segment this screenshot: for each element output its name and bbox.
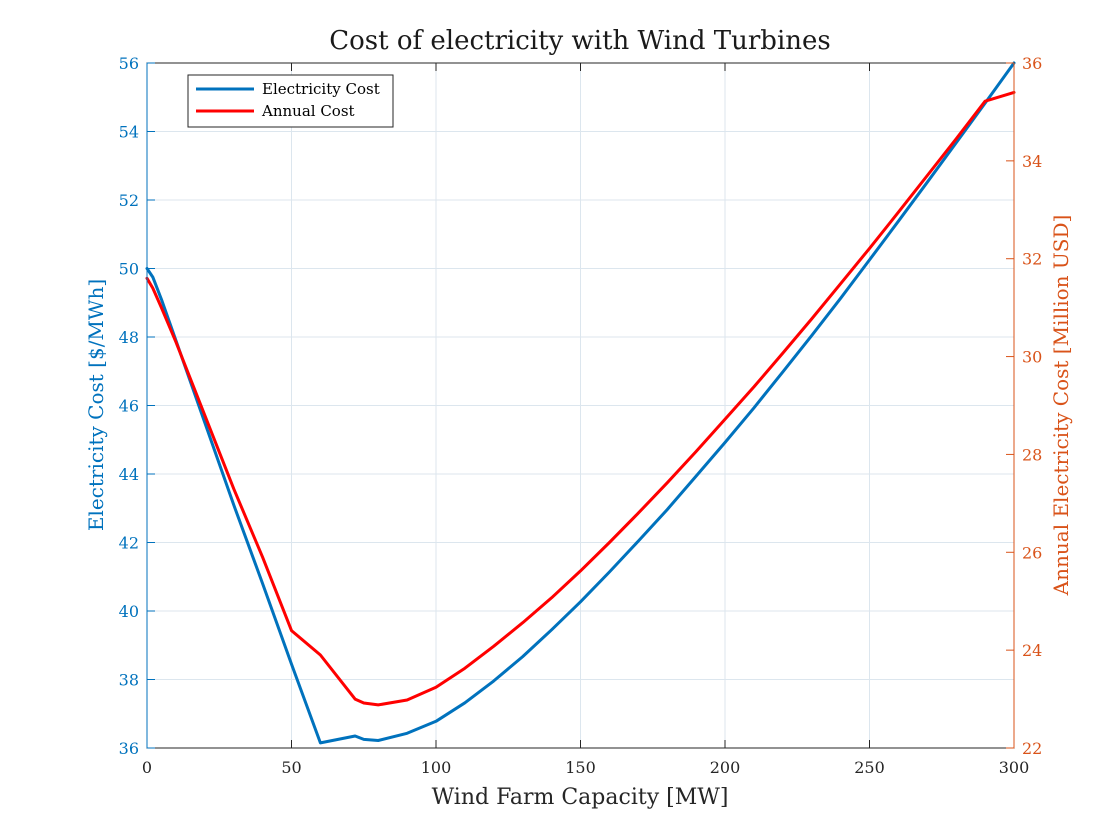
y-left-tick-label: 42 (119, 534, 139, 553)
y-left-tick-label: 50 (119, 260, 139, 279)
series-line-annual-cost (145, 90, 1016, 707)
y-right-tick-label: 34 (1022, 152, 1042, 171)
y-axis-label-left: Electricity Cost [$/MWh] (84, 279, 108, 531)
y-left-tick-label: 48 (119, 328, 139, 347)
y-right-tick-label: 26 (1022, 543, 1042, 562)
chart-title: Cost of electricity with Wind Turbines (329, 26, 830, 56)
y-right-tick-label: 28 (1022, 445, 1042, 464)
y-left-tick-label: 56 (119, 54, 139, 73)
y-left-tick-label: 54 (119, 123, 139, 142)
axis-ticks: 0 50 100 150 200 250 300 36 38 40 42 44 46 48 50 52 54 56… (119, 54, 1043, 777)
y-left-tick-label: 40 (119, 602, 139, 621)
legend-label-electricity-cost: Electricity Cost (262, 80, 380, 98)
y-left-tick-label: 36 (119, 739, 139, 758)
y-right-tick-label: 36 (1022, 54, 1042, 73)
legend: Electricity Cost Annual Cost (187, 74, 394, 128)
x-axis-label: Wind Farm Capacity [MW] (432, 785, 729, 810)
y-left-tick-label: 38 (119, 671, 139, 690)
y-left-tick-label: 44 (119, 465, 139, 484)
y-right-tick-label: 32 (1022, 250, 1042, 269)
y-left-tick-label: 46 (119, 397, 139, 416)
legend-label-annual-cost: Annual Cost (261, 102, 355, 120)
y-left-tick-label: 52 (119, 191, 139, 210)
y-right-tick-label: 24 (1022, 641, 1042, 660)
y-right-tick-label: 30 (1022, 348, 1042, 367)
series-layer (145, 61, 1016, 745)
series-line-electricity-cost (145, 61, 1016, 745)
x-tick-label: 50 (281, 758, 301, 777)
y-axis-label-right: Annual Electricity Cost [Million USD] (1049, 215, 1073, 597)
y-right-tick-label: 22 (1022, 739, 1042, 758)
x-tick-label: 300 (999, 758, 1030, 777)
x-tick-label: 200 (710, 758, 741, 777)
x-tick-label: 250 (854, 758, 885, 777)
legend-box (187, 74, 394, 128)
grid (146, 62, 1015, 749)
x-tick-label: 0 (142, 758, 152, 777)
x-tick-label: 100 (421, 758, 452, 777)
x-tick-label: 150 (565, 758, 596, 777)
